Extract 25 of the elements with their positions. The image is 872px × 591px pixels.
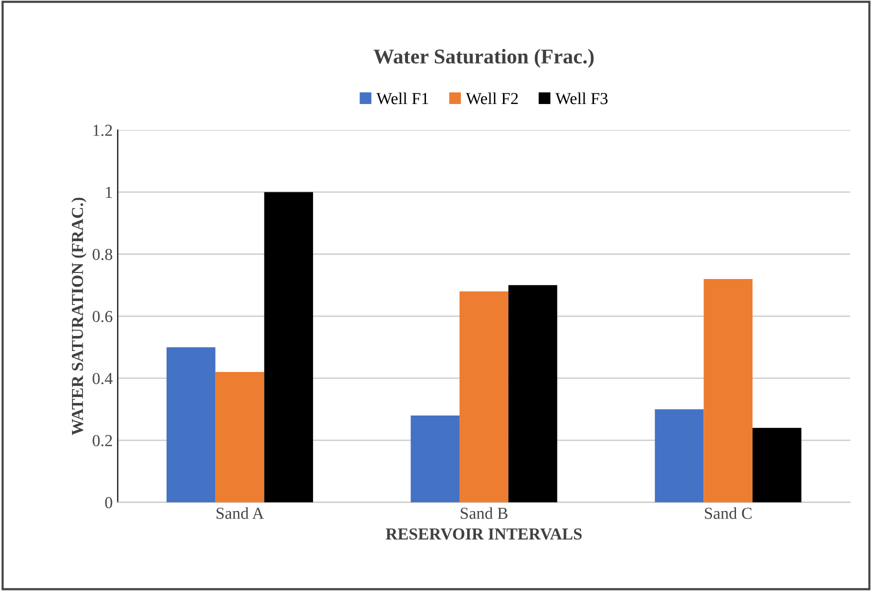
legend-label: Well F2 [466,92,518,104]
x-tick-label: Sand B [460,507,508,519]
x-tick-label: Sand C [704,507,752,519]
legend-label: Well F3 [555,92,608,104]
y-tick-label: 0 [105,497,112,508]
y-tick-label: 0.8 [92,248,112,260]
bar [508,285,558,502]
bar [704,278,753,502]
bar [410,415,460,502]
x-axis-title: RESERVOIR INTERVALS [386,528,582,540]
bar [752,428,802,502]
legend-label: Well F1 [376,92,428,104]
x-tick-label: Sand A [216,507,264,519]
y-tick-label: 1 [106,186,112,198]
y-axis-title: WATER SATURATION (FRAC.) [71,198,86,436]
chart-title: Water Saturation (Frac.) [374,48,594,68]
y-tick-label: 0.2 [92,434,112,446]
bar [654,409,704,502]
bar [215,372,264,502]
bar [264,192,314,502]
y-tick-label: 0.6 [92,310,112,322]
y-tick-label: 0.4 [92,372,113,384]
y-tick-label: 1.2 [93,124,112,136]
bar [460,291,508,502]
bar [166,347,216,502]
